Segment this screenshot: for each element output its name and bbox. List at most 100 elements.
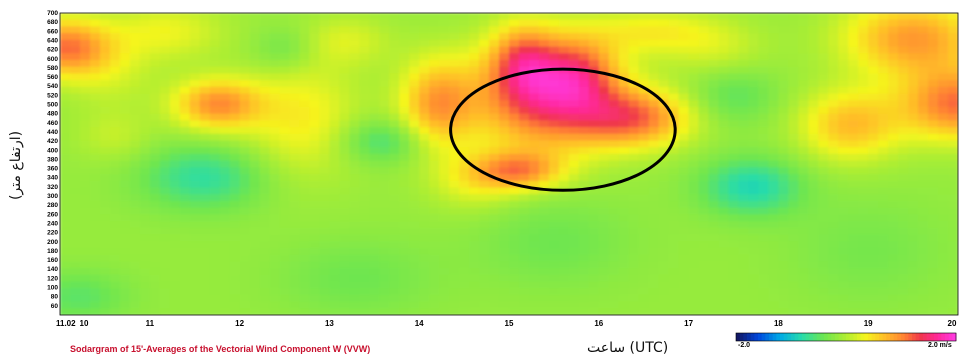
- heatmap-cell: [548, 59, 560, 68]
- heatmap-cell: [648, 59, 660, 68]
- heatmap-cell: [89, 247, 101, 256]
- heatmap-cell: [748, 66, 760, 74]
- heatmap-cell: [848, 187, 859, 195]
- heatmap-cell: [658, 26, 670, 34]
- heatmap-cell: [79, 167, 91, 175]
- heatmap-cell: [848, 133, 859, 142]
- heatmap-cell: [698, 106, 710, 115]
- heatmap-cell: [788, 93, 799, 101]
- heatmap-cell: [838, 247, 849, 256]
- heatmap-cell: [758, 80, 770, 88]
- colorbar-segment: [761, 333, 766, 341]
- heatmap-cell: [788, 308, 799, 315]
- heatmap-cell: [169, 46, 181, 54]
- heatmap-cell: [658, 120, 670, 128]
- heatmap-cell: [379, 167, 390, 175]
- heatmap-cell: [568, 33, 580, 41]
- heatmap-cell: [668, 187, 680, 195]
- heatmap-cell: [748, 214, 760, 222]
- heatmap-cell: [169, 53, 181, 61]
- heatmap-cell: [808, 281, 819, 289]
- x-axis-ticks: 10 11 12 13 14 15 16 17 18 19 20: [80, 319, 957, 328]
- heatmap-cell: [439, 153, 450, 162]
- heatmap-cell: [429, 59, 440, 68]
- heatmap-cell: [928, 46, 939, 54]
- heatmap-cell: [419, 200, 430, 209]
- heatmap-cell: [568, 93, 580, 101]
- heatmap-cell: [409, 100, 420, 108]
- heatmap-cell: [159, 46, 171, 54]
- heatmap-cell: [568, 281, 580, 289]
- heatmap-cell: [149, 160, 161, 168]
- heatmap-cell: [289, 140, 301, 148]
- heatmap-cell: [548, 153, 560, 162]
- heatmap-cell: [868, 227, 879, 236]
- heatmap-cell: [768, 39, 779, 48]
- heatmap-cell: [159, 200, 171, 209]
- x-tick-label: 16: [594, 319, 603, 328]
- heatmap-cell: [129, 288, 141, 296]
- heatmap-cell: [798, 19, 809, 28]
- heatmap-cell: [728, 241, 740, 249]
- heatmap-cell: [329, 207, 340, 215]
- heatmap-cell: [528, 234, 540, 242]
- heatmap-cell: [149, 187, 161, 195]
- heatmap-cell: [838, 254, 849, 262]
- heatmap-cell: [369, 133, 380, 142]
- heatmap-cell: [319, 106, 330, 115]
- heatmap-cell: [838, 194, 849, 202]
- heatmap-cell: [119, 301, 131, 309]
- heatmap-cell: [269, 93, 281, 101]
- heatmap-cell: [499, 167, 510, 175]
- heatmap-cell: [179, 207, 191, 215]
- heatmap-cell: [518, 66, 530, 74]
- heatmap-cell: [838, 133, 849, 142]
- heatmap-cell: [688, 86, 700, 95]
- heatmap-cell: [199, 281, 211, 289]
- heatmap-cell: [658, 66, 670, 74]
- heatmap-cell: [518, 86, 530, 95]
- heatmap-cell: [349, 140, 360, 148]
- heatmap-cell: [499, 19, 510, 28]
- heatmap-cell: [738, 26, 750, 34]
- heatmap-cell: [918, 241, 929, 249]
- heatmap-cell: [768, 53, 779, 61]
- heatmap-cell: [888, 294, 899, 303]
- heatmap-cell: [848, 80, 859, 88]
- heatmap-cell: [99, 288, 111, 296]
- heatmap-cell: [319, 247, 330, 256]
- heatmap-cell: [648, 80, 660, 88]
- heatmap-cell: [439, 33, 450, 41]
- heatmap-cell: [808, 153, 819, 162]
- heatmap-cell: [169, 194, 181, 202]
- heatmap-cell: [708, 221, 720, 229]
- heatmap-cell: [558, 247, 570, 256]
- heatmap-cell: [818, 187, 829, 195]
- heatmap-cell: [489, 247, 500, 256]
- heatmap-cell: [718, 19, 730, 28]
- heatmap-cell: [209, 160, 221, 168]
- heatmap-cell: [828, 274, 839, 283]
- heatmap-cell: [509, 234, 520, 242]
- heatmap-cell: [239, 234, 251, 242]
- heatmap-cell: [918, 93, 929, 101]
- heatmap-cell: [548, 227, 560, 236]
- heatmap-cell: [479, 160, 490, 168]
- heatmap-cell: [828, 86, 839, 95]
- heatmap-cell: [818, 247, 829, 256]
- heatmap-cell: [479, 288, 490, 296]
- heatmap-cell: [99, 19, 111, 28]
- heatmap-cell: [359, 247, 370, 256]
- heatmap-cell: [489, 187, 500, 195]
- heatmap-cell: [109, 127, 121, 135]
- heatmap-cell: [309, 281, 321, 289]
- heatmap-cell: [489, 73, 500, 81]
- heatmap-cell: [419, 106, 430, 115]
- heatmap-cell: [259, 106, 271, 115]
- heatmap-cell: [109, 33, 121, 41]
- heatmap-cell: [928, 80, 939, 88]
- heatmap-cell: [658, 200, 670, 209]
- heatmap-cell: [199, 53, 211, 61]
- heatmap-cell: [528, 301, 540, 309]
- heatmap-cell: [948, 227, 958, 236]
